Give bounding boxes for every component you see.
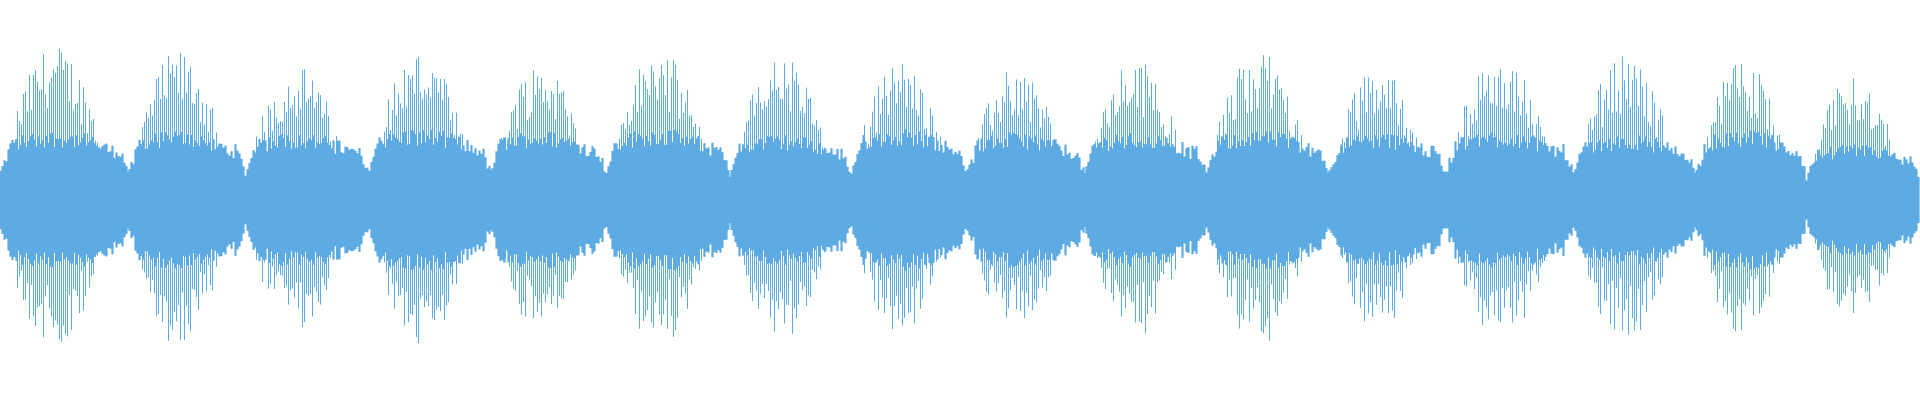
waveform-segment xyxy=(966,72,1085,319)
waveform-segment xyxy=(244,69,367,327)
waveform-peaks xyxy=(619,59,702,337)
waveform-core xyxy=(1083,132,1206,268)
waveform-peaks xyxy=(256,69,337,327)
waveform-segment xyxy=(1328,77,1445,322)
waveform-segment xyxy=(605,59,730,337)
waveform-segment xyxy=(128,53,245,341)
waveform-peaks xyxy=(864,64,941,330)
waveform-core xyxy=(1205,131,1330,269)
waveform-segment xyxy=(1695,64,1806,332)
waveform-peaks xyxy=(1707,64,1780,332)
waveform-peaks xyxy=(384,56,463,344)
waveform-core xyxy=(0,132,130,268)
waveform-segment xyxy=(1444,69,1573,326)
waveform-segment xyxy=(366,56,491,344)
waveform-core xyxy=(128,131,245,269)
waveform-segment xyxy=(1205,55,1330,341)
waveform-core xyxy=(1695,130,1806,270)
waveform-core xyxy=(728,135,851,265)
waveform-core xyxy=(1572,135,1697,265)
waveform-core xyxy=(1444,132,1573,268)
waveform-peaks xyxy=(501,70,576,318)
waveform-core xyxy=(489,131,606,269)
waveform-segment xyxy=(489,70,606,318)
waveform-peaks xyxy=(1815,78,1892,313)
waveform-peaks xyxy=(1588,56,1663,335)
waveform-peaks xyxy=(1095,64,1176,334)
waveform-segment xyxy=(728,62,851,334)
waveform-core xyxy=(966,132,1085,268)
waveform-peaks xyxy=(1458,69,1545,326)
waveform-peaks xyxy=(978,72,1053,319)
waveform-core xyxy=(366,129,491,271)
waveform-peaks xyxy=(742,62,825,334)
waveform-segment xyxy=(0,48,130,342)
waveform-segment xyxy=(1572,56,1697,335)
waveform-core xyxy=(605,129,730,271)
waveform-core xyxy=(244,134,367,266)
waveform-core xyxy=(850,129,967,271)
waveform-segment xyxy=(1805,78,1920,313)
waveform-segment xyxy=(850,64,967,330)
waveform-peaks xyxy=(15,48,100,342)
waveform-core xyxy=(1328,134,1445,266)
waveform-segment xyxy=(1083,64,1206,334)
waveform-peaks xyxy=(142,53,219,341)
waveform-peaks xyxy=(1340,77,1417,322)
waveform-peaks xyxy=(1217,55,1302,341)
waveform-core xyxy=(1805,144,1920,256)
